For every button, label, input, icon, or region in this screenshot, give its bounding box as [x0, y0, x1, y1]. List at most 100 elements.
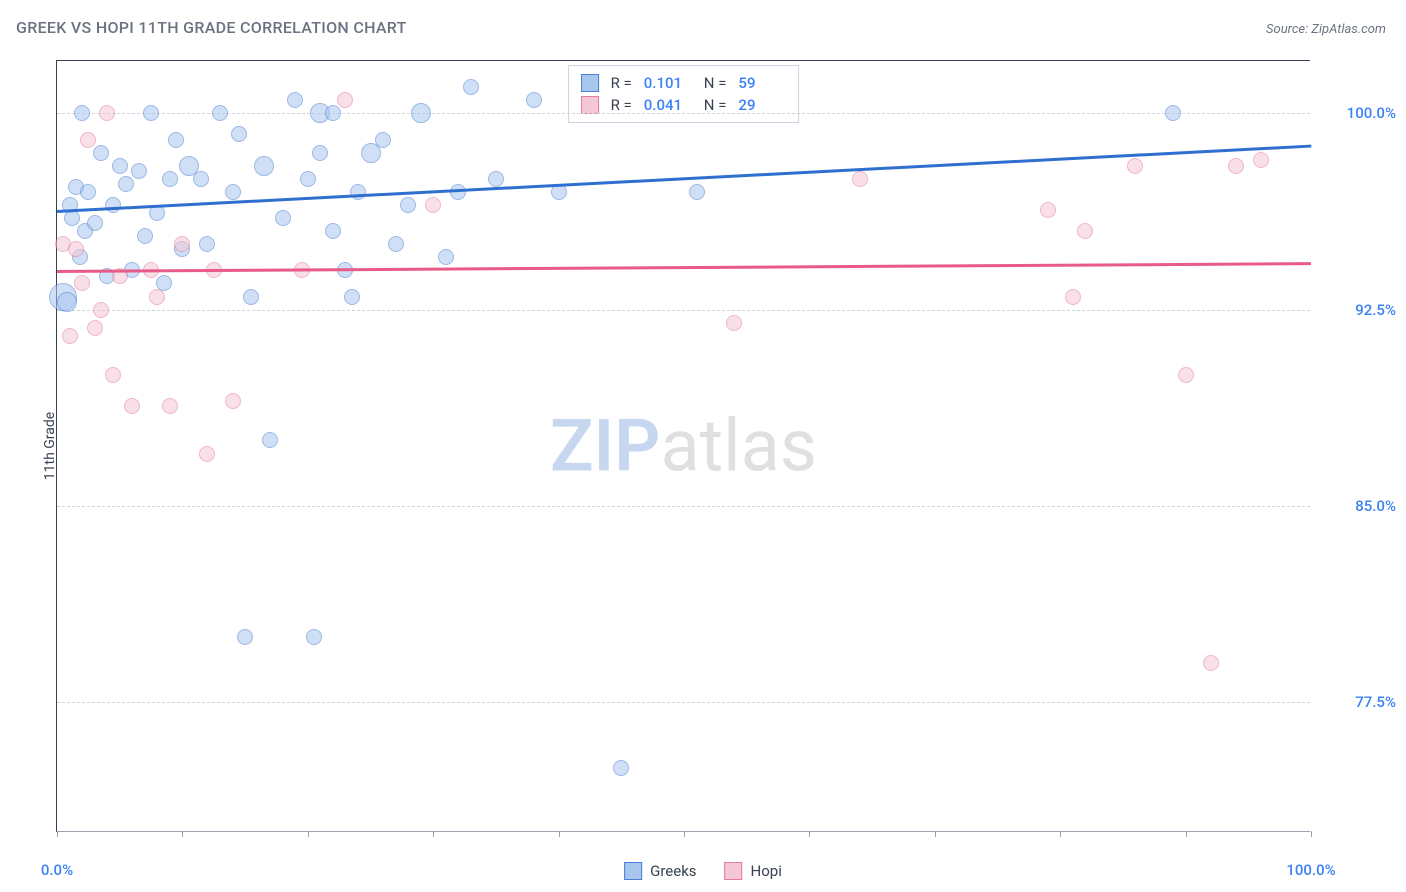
scatter-point [262, 432, 278, 448]
x-tick [1186, 831, 1187, 837]
y-gridline [57, 702, 1310, 703]
stats-r-label: R = [611, 74, 632, 92]
scatter-point [1253, 152, 1269, 168]
scatter-point [105, 367, 121, 383]
y-tick-label: 100.0% [1320, 104, 1396, 122]
scatter-point [99, 105, 115, 121]
scatter-point [143, 105, 159, 121]
scatter-point [1165, 105, 1181, 121]
x-tick [433, 831, 434, 837]
scatter-point [689, 184, 705, 200]
scatter-point [1203, 655, 1219, 671]
scatter-point [1178, 367, 1194, 383]
chart-title: GREEK VS HOPI 11TH GRADE CORRELATION CHA… [16, 18, 407, 37]
scatter-point [68, 241, 84, 257]
y-gridline [57, 310, 1310, 311]
scatter-point [425, 197, 441, 213]
scatter-point [344, 289, 360, 305]
scatter-point [231, 126, 247, 142]
scatter-point [74, 275, 90, 291]
scatter-point [312, 145, 328, 161]
scatter-point [225, 184, 241, 200]
y-tick-label: 92.5% [1320, 301, 1396, 319]
scatter-point [199, 236, 215, 252]
stats-swatch [581, 74, 599, 92]
scatter-point [243, 289, 259, 305]
x-tick [182, 831, 183, 837]
y-tick-label: 77.5% [1320, 693, 1396, 711]
scatter-point [237, 629, 253, 645]
scatter-point [1127, 158, 1143, 174]
scatter-point [411, 103, 431, 123]
scatter-point [193, 171, 209, 187]
legend-item: Hopi [725, 862, 782, 880]
scatter-point [400, 197, 416, 213]
scatter-point [325, 105, 341, 121]
scatter-point [225, 393, 241, 409]
trendline [57, 145, 1311, 213]
scatter-point [726, 315, 742, 331]
scatter-point [80, 184, 96, 200]
x-tick [1060, 831, 1061, 837]
x-tick-label: 100.0% [1286, 861, 1335, 879]
legend-item: Greeks [624, 862, 696, 880]
scatter-point [852, 171, 868, 187]
scatter-point [463, 79, 479, 95]
scatter-point [325, 223, 341, 239]
scatter-point [168, 132, 184, 148]
legend-label: Hopi [751, 862, 782, 880]
scatter-point [1077, 223, 1093, 239]
stats-r-value: 0.041 [644, 96, 692, 114]
stats-swatch [581, 96, 599, 114]
scatter-point [388, 236, 404, 252]
scatter-point [254, 156, 274, 176]
scatter-point [93, 302, 109, 318]
scatter-point [275, 210, 291, 226]
scatter-point [1228, 158, 1244, 174]
scatter-point [300, 171, 316, 187]
scatter-point [131, 163, 147, 179]
stats-row: R =0.101N =59 [581, 72, 787, 94]
x-tick [809, 831, 810, 837]
scatter-point [80, 132, 96, 148]
scatter-point [162, 171, 178, 187]
scatter-point [199, 446, 215, 462]
y-gridline [57, 113, 1310, 114]
scatter-point [93, 145, 109, 161]
watermark-suffix: atlas [660, 404, 817, 489]
scatter-point [1040, 202, 1056, 218]
x-tick [935, 831, 936, 837]
y-gridline [57, 506, 1310, 507]
scatter-point [57, 292, 77, 312]
stats-n-value: 29 [738, 96, 786, 114]
scatter-point [350, 184, 366, 200]
scatter-point [212, 105, 228, 121]
scatter-point [112, 158, 128, 174]
scatter-point [105, 197, 121, 213]
stats-r-value: 0.101 [644, 74, 692, 92]
x-tick [308, 831, 309, 837]
scatter-point [613, 760, 629, 776]
scatter-point [62, 328, 78, 344]
scatter-point [87, 215, 103, 231]
legend: Greeks Hopi [624, 862, 782, 880]
scatter-point [306, 629, 322, 645]
stats-n-label: N = [704, 74, 727, 92]
scatter-point [124, 398, 140, 414]
stats-n-label: N = [704, 96, 727, 114]
scatter-point [1065, 289, 1081, 305]
scatter-point [438, 249, 454, 265]
scatter-point [287, 92, 303, 108]
scatter-plot-area: ZIPatlas R =0.101N =59R =0.041N =29 77.5… [56, 60, 1310, 832]
scatter-point [375, 132, 391, 148]
x-tick [559, 831, 560, 837]
scatter-point [162, 398, 178, 414]
x-tick [57, 831, 58, 837]
stats-r-label: R = [611, 96, 632, 114]
scatter-point [337, 92, 353, 108]
scatter-point [149, 289, 165, 305]
scatter-point [118, 176, 134, 192]
legend-swatch [725, 862, 743, 880]
source-attribution: Source: ZipAtlas.com [1266, 22, 1386, 37]
scatter-point [87, 320, 103, 336]
